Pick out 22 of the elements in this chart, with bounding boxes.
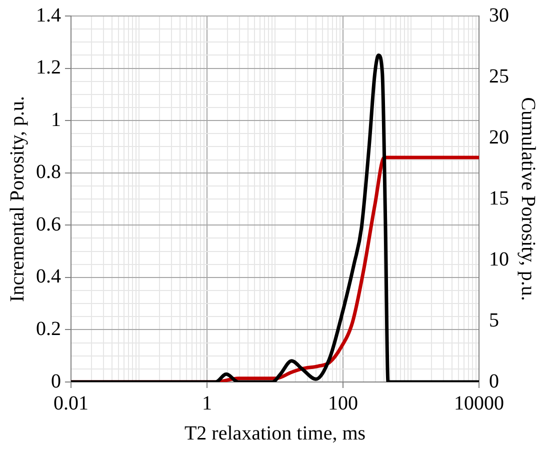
y-tick-label: 1	[51, 108, 61, 131]
x-tick-label: 10000	[454, 392, 504, 414]
y-tick-label: 1.2	[36, 56, 61, 79]
y2-tick-label: 0	[489, 370, 499, 392]
x-tick-label: 0.01	[54, 392, 88, 414]
y2-tick-label: 15	[489, 187, 509, 210]
y-tick-label: 1.4	[36, 4, 61, 26]
y-tick-label: 0.2	[36, 318, 61, 340]
y2-tick-label: 20	[489, 126, 509, 148]
y-tick-label: 0	[51, 370, 61, 392]
y-tick-label: 0.6	[36, 213, 61, 236]
y2-axis-title: Cumulative Porosity, p.u.	[516, 97, 539, 301]
x-tick-label: 100	[328, 392, 358, 414]
x-axis-title: T2 relaxation time, ms	[184, 422, 366, 444]
y2-tick-label: 25	[489, 65, 509, 88]
y-tick-label: 0.8	[36, 161, 61, 184]
y2-tick-label: 10	[489, 248, 509, 270]
y-axis-title: Incremental Porosity, p.u.	[6, 96, 28, 302]
y2-tick-label: 30	[489, 4, 509, 26]
x-tick-label: 1	[202, 392, 212, 414]
y-tick-label: 0.4	[36, 266, 61, 288]
y2-tick-label: 5	[489, 309, 499, 332]
